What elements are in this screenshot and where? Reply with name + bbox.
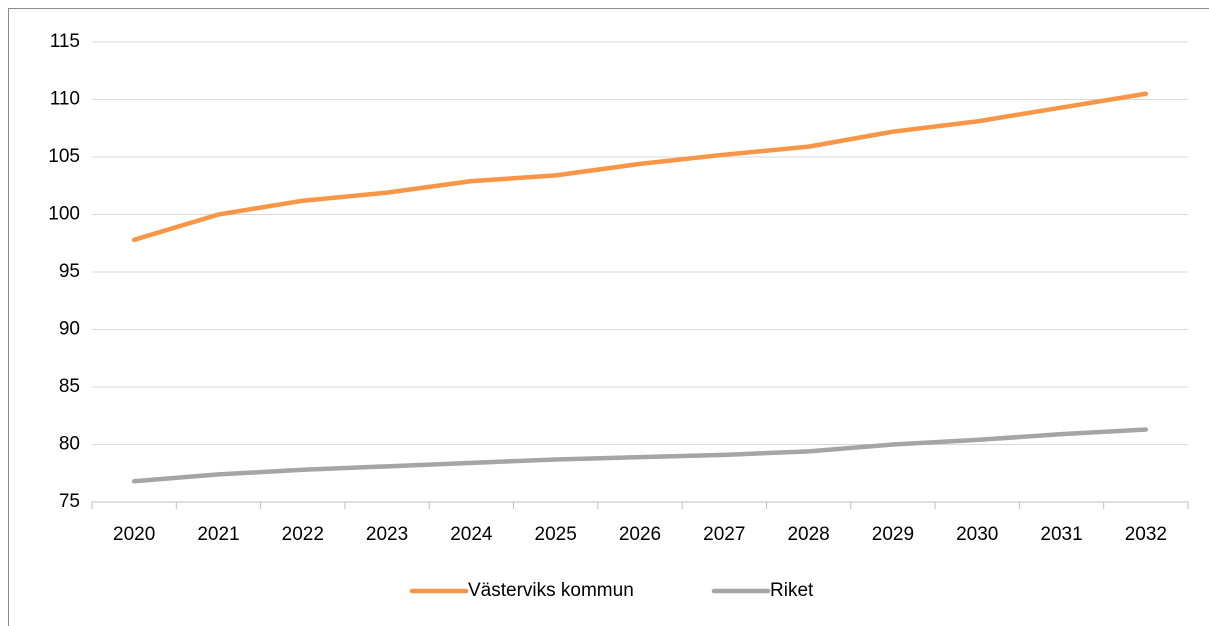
y-tick-label: 100 [48, 204, 80, 225]
legend-label: Riket [770, 580, 814, 601]
y-tick-label: 80 [59, 434, 80, 455]
chart-frame [8, 8, 1209, 626]
x-tick-label: 2028 [787, 524, 829, 545]
y-tick-label: 90 [59, 319, 80, 340]
legend-label: Västerviks kommun [468, 580, 634, 601]
y-tick-label: 105 [48, 146, 80, 167]
x-tick-label: 2022 [282, 524, 324, 545]
series-line [131, 427, 1149, 484]
x-tick-label: 2024 [450, 524, 493, 545]
x-tick-label: 2025 [535, 524, 577, 545]
y-tick-label: 110 [50, 89, 80, 110]
y-tick-label: 95 [59, 261, 80, 282]
x-tick-label: 2029 [872, 524, 914, 545]
series-line [131, 91, 1149, 243]
x-tick-label: 2030 [956, 524, 998, 545]
x-tick-label: 2020 [113, 524, 155, 545]
x-tick-label: 2032 [1125, 524, 1167, 545]
x-tick-label: 2021 [197, 524, 239, 545]
x-tick-label: 2031 [1040, 524, 1082, 545]
y-tick-label: 85 [59, 376, 80, 397]
y-tick-label: 75 [59, 491, 80, 512]
x-tick-label: 2027 [703, 524, 745, 545]
x-tick-label: 2026 [619, 524, 661, 545]
y-tick-label: 115 [50, 31, 80, 52]
x-tick-label: 2023 [366, 524, 408, 545]
